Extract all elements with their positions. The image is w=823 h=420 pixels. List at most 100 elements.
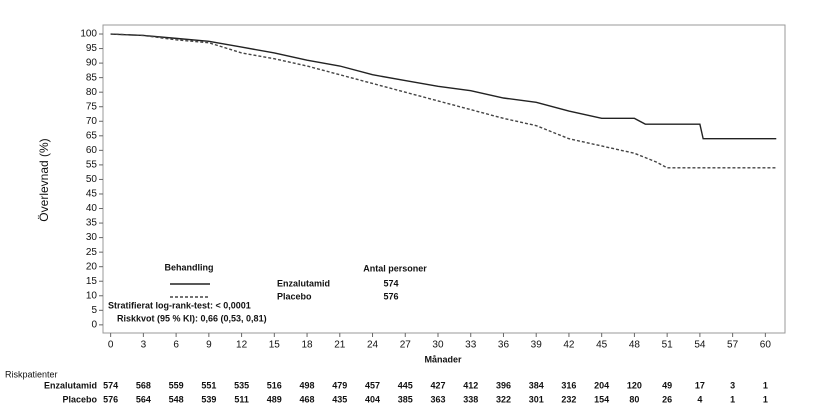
y-tick-label: 90 (86, 58, 98, 69)
x-tick-label: 21 (334, 340, 346, 351)
plot-frame (102, 24, 786, 334)
y-tick-label: 80 (86, 87, 98, 98)
risk-value: 385 (398, 394, 413, 404)
x-tick-label: 51 (662, 340, 674, 351)
x-axis-label: Månader (424, 354, 462, 364)
risk-value: 457 (365, 380, 380, 390)
risk-value: 498 (300, 380, 315, 390)
annotation: Riskkvot (95 % KI): 0,66 (0,53, 0,81) (117, 313, 267, 323)
y-tick-label: 10 (86, 290, 98, 301)
y-tick-label: 5 (91, 305, 97, 316)
risk-value: 232 (561, 394, 576, 404)
y-tick-label: 55 (86, 160, 98, 171)
risk-value: 154 (594, 394, 609, 404)
x-tick-label: 9 (206, 340, 212, 351)
y-tick-label: 50 (86, 174, 98, 185)
risk-value: 427 (430, 380, 445, 390)
risk-row-label: Placebo (62, 394, 97, 404)
x-tick-label: 45 (596, 340, 608, 351)
x-tick-label: 15 (269, 340, 281, 351)
x-tick-label: 18 (301, 340, 313, 351)
x-tick-label: 39 (531, 340, 543, 351)
x-tick-label: 30 (432, 340, 444, 351)
y-tick-label: 100 (80, 29, 97, 40)
annotation: Stratifierat log-rank-test: < 0,0001 (108, 300, 251, 310)
x-tick-label: 12 (236, 340, 248, 351)
x-tick-label: 36 (498, 340, 510, 351)
risk-value: 489 (267, 394, 282, 404)
risk-value: 4 (697, 394, 702, 404)
risk-value: 511 (234, 394, 249, 404)
risk-value: 445 (398, 380, 413, 390)
x-tick-label: 27 (400, 340, 412, 351)
x-tick-label: 6 (173, 340, 179, 351)
x-tick-label: 48 (629, 340, 641, 351)
risk-value: 120 (627, 380, 642, 390)
y-tick-label: 60 (86, 145, 98, 156)
risk-value: 301 (529, 394, 544, 404)
legend-count: 574 (383, 278, 398, 288)
y-tick-label: 30 (86, 232, 98, 243)
risk-value: 539 (201, 394, 216, 404)
x-tick-label: 57 (727, 340, 739, 351)
y-axis-label: Överlevnad (%) (37, 138, 51, 221)
y-tick-label: 95 (86, 43, 98, 54)
legend-count: 576 (383, 291, 398, 301)
risk-value: 316 (561, 380, 576, 390)
risk-value: 26 (662, 394, 672, 404)
x-tick-label: 3 (141, 340, 147, 351)
risk-row-label: Enzalutamid (44, 380, 97, 390)
risk-value: 576 (103, 394, 118, 404)
risk-value: 338 (463, 394, 478, 404)
survival-line (110, 33, 777, 169)
risk-value: 1 (763, 380, 768, 390)
risk-value: 204 (594, 380, 609, 390)
y-tick-label: 0 (91, 319, 97, 330)
risk-title: Riskpatienter (5, 369, 58, 379)
survival-line (110, 33, 777, 140)
risk-value: 80 (629, 394, 639, 404)
x-tick-label: 33 (465, 340, 477, 351)
x-tick-label: 0 (108, 340, 114, 351)
risk-value: 1 (763, 394, 768, 404)
risk-value: 396 (496, 380, 511, 390)
risk-value: 559 (169, 380, 184, 390)
y-tick-label: 45 (86, 189, 98, 200)
x-tick-label: 60 (760, 340, 772, 351)
risk-value: 574 (103, 380, 118, 390)
x-tick-label: 24 (367, 340, 379, 351)
legend-count-title: Antal personer (363, 263, 427, 273)
risk-value: 404 (365, 394, 380, 404)
risk-value: 322 (496, 394, 511, 404)
y-tick-label: 35 (86, 218, 98, 229)
risk-value: 1 (730, 394, 735, 404)
x-tick-label: 54 (694, 340, 706, 351)
y-tick-label: 20 (86, 261, 98, 272)
legend-label: Placebo (277, 291, 312, 301)
y-tick-label: 15 (86, 276, 98, 287)
risk-value: 363 (430, 394, 445, 404)
y-tick-label: 85 (86, 72, 98, 83)
risk-value: 568 (136, 380, 151, 390)
y-tick-label: 65 (86, 130, 98, 141)
risk-value: 17 (695, 380, 705, 390)
risk-value: 516 (267, 380, 282, 390)
y-tick-label: 70 (86, 116, 98, 127)
y-tick-label: 25 (86, 247, 98, 258)
risk-value: 551 (201, 380, 216, 390)
legend-title: Behandling (165, 262, 214, 272)
risk-value: 548 (169, 394, 184, 404)
x-tick-label: 42 (563, 340, 575, 351)
risk-value: 384 (529, 380, 544, 390)
risk-value: 468 (300, 394, 315, 404)
risk-value: 435 (332, 394, 347, 404)
legend-label: Enzalutamid (277, 278, 330, 288)
risk-value: 3 (730, 380, 735, 390)
risk-value: 412 (463, 380, 478, 390)
risk-value: 564 (136, 394, 151, 404)
y-tick-label: 75 (86, 101, 98, 112)
risk-value: 535 (234, 380, 249, 390)
y-tick-label: 40 (86, 203, 98, 214)
risk-value: 49 (662, 380, 672, 390)
